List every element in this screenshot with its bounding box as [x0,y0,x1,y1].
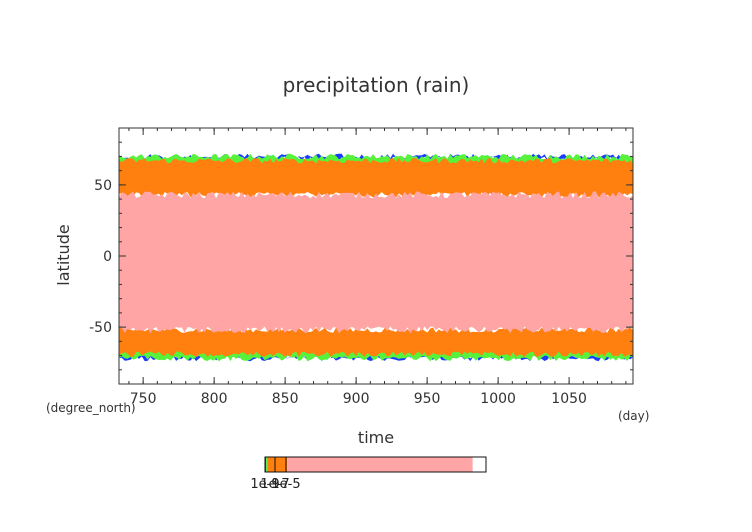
x-tick-label: 1050 [551,391,587,407]
y-tick-label: 50 [94,178,112,194]
colorbar-segment [266,457,267,472]
y-tick-label: 0 [103,249,112,265]
colorbar-segment [473,457,486,472]
colorbar-label: 1e-5 [271,477,300,492]
x-axis-label: time [358,428,394,447]
y-axis-unit: (degree_north) [46,401,136,415]
y-axis-label: latitude [54,224,73,285]
colorbar: 1e-91e-71e-5 [250,457,486,492]
x-tick-label: 900 [343,391,370,407]
y-tick-label: -50 [89,320,112,336]
x-tick-label: 950 [414,391,441,407]
plot-area [119,128,633,384]
x-tick-label: 800 [201,391,228,407]
colorbar-segment [287,457,473,472]
chart-title: precipitation (rain) [283,73,470,97]
precip-band-0 [119,191,633,333]
x-axis-unit: (day) [618,409,649,423]
precip-band-2 [119,158,633,198]
colorbar-segment [267,457,287,472]
x-tick-label: 1000 [480,391,516,407]
x-tick-label: 850 [272,391,299,407]
